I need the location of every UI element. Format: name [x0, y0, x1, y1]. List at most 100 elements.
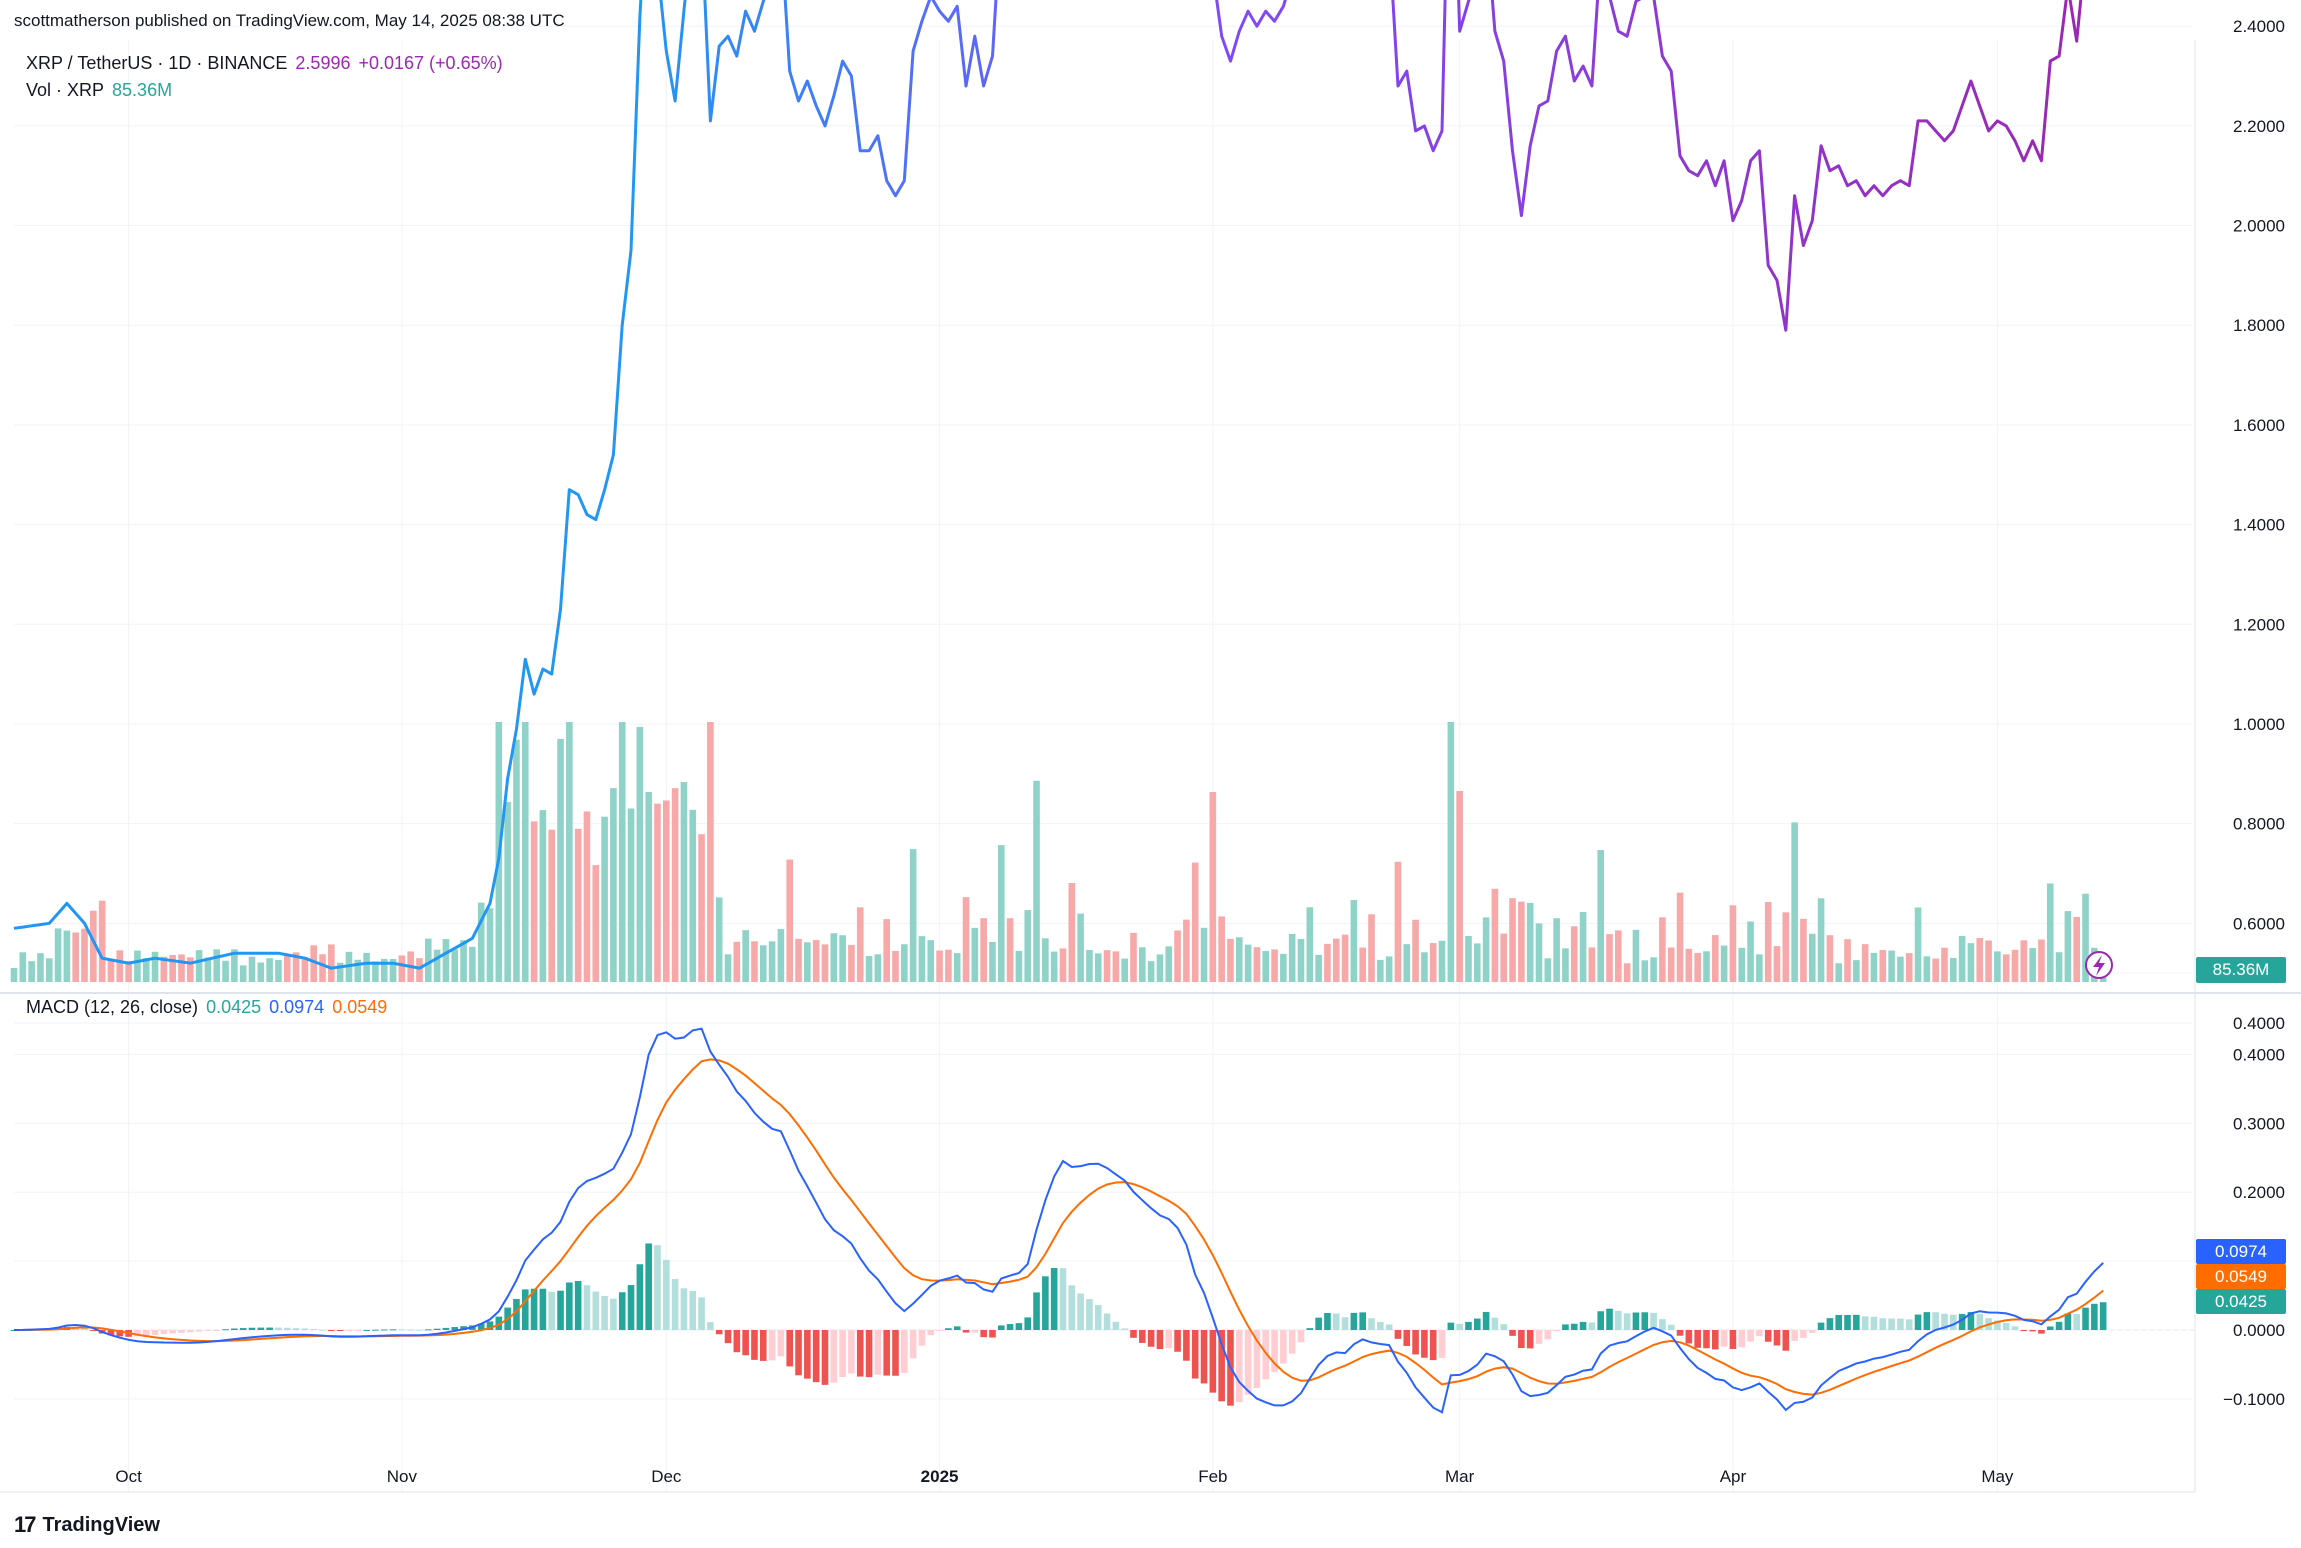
macd-histogram-bar: [134, 1330, 141, 1337]
tv-logo-icon: 17: [14, 1512, 37, 1537]
price-axis-label: 0.8000: [2233, 815, 2285, 834]
macd-axis-label: −0.1000: [2223, 1390, 2285, 1409]
macd-histogram-bar: [989, 1330, 996, 1338]
macd-histogram-bar: [566, 1282, 573, 1330]
macd-histogram-bar: [451, 1327, 459, 1330]
volume-bar: [1271, 949, 1278, 982]
macd-histogram-bar: [195, 1330, 203, 1332]
macd-histogram-bar: [2011, 1326, 2019, 1330]
volume-bar: [1280, 953, 1287, 982]
macd-histogram-bar: [1773, 1330, 1781, 1346]
volume-bar: [1570, 926, 1578, 982]
macd-histogram-bar: [275, 1327, 282, 1330]
volume-bar: [1359, 947, 1366, 982]
price-axis-label: 1.0000: [2233, 715, 2285, 734]
macd-histogram-bar: [1941, 1313, 1948, 1330]
macd-histogram-bar: [433, 1328, 441, 1330]
volume-bar: [169, 954, 176, 982]
macd-histogram-bar: [1121, 1328, 1128, 1330]
macd-histogram-bar: [1615, 1310, 1622, 1330]
macd-histogram-bar: [2038, 1330, 2045, 1334]
volume-bar: [671, 788, 679, 982]
macd-histogram-bar: [901, 1330, 908, 1373]
macd-histogram-bar: [883, 1330, 890, 1376]
macd-histogram-bar: [1059, 1268, 1067, 1330]
volume-bar: [54, 928, 62, 982]
volume-bar: [874, 954, 882, 982]
tradingview-logo[interactable]: 17 TradingView: [14, 1512, 160, 1538]
volume-bar: [1932, 958, 1939, 982]
macd-histogram-bar: [777, 1330, 785, 1357]
volume-bar: [1526, 902, 1534, 982]
macd-histogram-bar: [1905, 1319, 1913, 1330]
volume-bar: [627, 808, 635, 982]
macd-histogram-bar: [231, 1328, 238, 1330]
symbol-legend[interactable]: XRP / TetherUS · 1D · BINANCE 2.5996 +0.01…: [26, 53, 503, 74]
macd-histogram-bar: [2099, 1302, 2107, 1330]
time-axis[interactable]: Oct Nov Dec 2025 Feb Mar Apr May: [115, 1467, 2014, 1486]
volume-bar: [204, 957, 212, 982]
volume-bar: [1994, 951, 2001, 982]
macd-histogram-bar: [1482, 1311, 1490, 1330]
macd-legend[interactable]: MACD (12, 26, close) 0.0425 0.0974 0.0549: [26, 997, 387, 1018]
volume-bar: [336, 962, 344, 982]
price-axis-label: 2.0000: [2233, 217, 2285, 236]
macd-histogram-bar: [416, 1329, 423, 1331]
macd-line-badge-bg: [2196, 1239, 2286, 1264]
volume-bar: [883, 919, 890, 982]
price-axis-label: 1.8000: [2233, 316, 2285, 335]
macd-histogram-bar: [1165, 1330, 1173, 1349]
volume-legend[interactable]: Vol · XRP 85.36M: [26, 80, 172, 101]
volume-bar: [1941, 947, 1948, 982]
volume-bar: [292, 952, 300, 982]
volume-label: Vol · XRP: [26, 80, 105, 100]
macd-histogram-bar: [1288, 1330, 1296, 1354]
macd-histogram-bar: [1253, 1330, 1261, 1388]
price-axis[interactable]: 3.60003.40003.20003.00002.80002.60002.40…: [2223, 0, 2285, 1409]
volume-bar: [389, 959, 397, 982]
volume-bar: [1262, 950, 1270, 982]
price-axis-label: 0.6000: [2233, 914, 2285, 933]
macd-histogram-bar: [1412, 1330, 1419, 1355]
macd-histogram-bar: [1535, 1330, 1543, 1344]
price-line: [13, 0, 2083, 970]
time-axis-label: Nov: [387, 1467, 418, 1486]
macd-histogram-bar: [689, 1290, 697, 1330]
volume-bar: [460, 940, 467, 982]
volume-bar: [892, 950, 899, 982]
time-axis-label: May: [1981, 1467, 2014, 1486]
macd-histogram-bar: [1623, 1313, 1631, 1330]
macd-histogram-bar: [618, 1292, 626, 1330]
macd-histogram-bar: [1570, 1323, 1578, 1330]
volume-bar: [1756, 954, 1763, 982]
volume-bar: [425, 938, 432, 982]
volume-bar: [548, 829, 556, 982]
macd-histogram-bar: [865, 1330, 873, 1378]
volume-bar: [1139, 947, 1146, 982]
volume-bar: [151, 951, 159, 982]
volume-bar: [187, 957, 194, 982]
volume-bar: [1703, 951, 1710, 982]
volume-bar: [1350, 899, 1358, 982]
macd-histogram-bar: [160, 1330, 168, 1335]
volume-bar: [742, 930, 749, 982]
published-caption: scottmatherson published on TradingView.…: [14, 11, 565, 31]
macd-histogram-bar: [1782, 1330, 1790, 1351]
macd-histogram-bar: [1262, 1330, 1270, 1380]
macd-histogram-bar: [1077, 1293, 1084, 1330]
macd-histogram-bar: [1024, 1317, 1032, 1330]
volume-bar: [1341, 934, 1349, 982]
macd-histogram-bar: [1156, 1330, 1164, 1350]
macd-histogram-bar: [1870, 1316, 1878, 1330]
volume-bar: [1288, 933, 1296, 982]
macd-histogram-bar: [2020, 1330, 2028, 1331]
macd-axis-label: 0.4000: [2233, 1045, 2285, 1064]
macd-histogram-bar: [1280, 1330, 1287, 1364]
macd-histogram-bar: [2091, 1303, 2098, 1330]
volume-bar: [1711, 935, 1719, 982]
macd-histogram-bar: [1976, 1313, 1984, 1330]
macd-histogram-bar: [1853, 1314, 1860, 1330]
macd-histogram-bar: [892, 1330, 899, 1376]
macd-signal-badge-text: 0.0549: [2215, 1267, 2267, 1286]
